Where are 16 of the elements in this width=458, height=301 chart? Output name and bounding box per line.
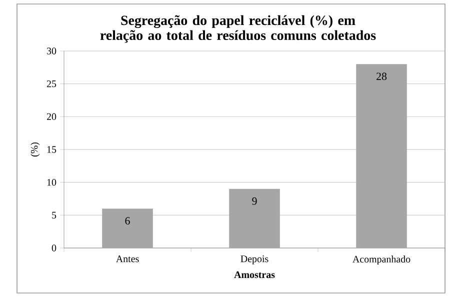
x-tick-label: Depois — [240, 256, 268, 264]
data-label: 28 — [376, 72, 387, 80]
y-tick-label: 15 — [47, 146, 56, 153]
y-axis-title: (%) — [30, 142, 40, 157]
y-tick-label: 10 — [47, 178, 56, 186]
y-tick-label: 20 — [46, 113, 56, 120]
y-tick-label: 0 — [52, 244, 56, 252]
y-tick-label: 5 — [52, 212, 56, 218]
chart-title: Segregação do papel reciclável (%) em relação ao total de resíduos comuns coletados — [100, 15, 376, 43]
x-axis-title: Amostras — [234, 271, 275, 278]
data-label: 9 — [252, 197, 257, 205]
x-tick-label: Antes — [116, 256, 139, 262]
y-tick-label: 25 — [46, 80, 56, 88]
data-label: 6 — [125, 217, 130, 224]
y-tick-label: 30 — [47, 48, 56, 54]
x-tick-label: Acompanhado — [352, 256, 410, 265]
